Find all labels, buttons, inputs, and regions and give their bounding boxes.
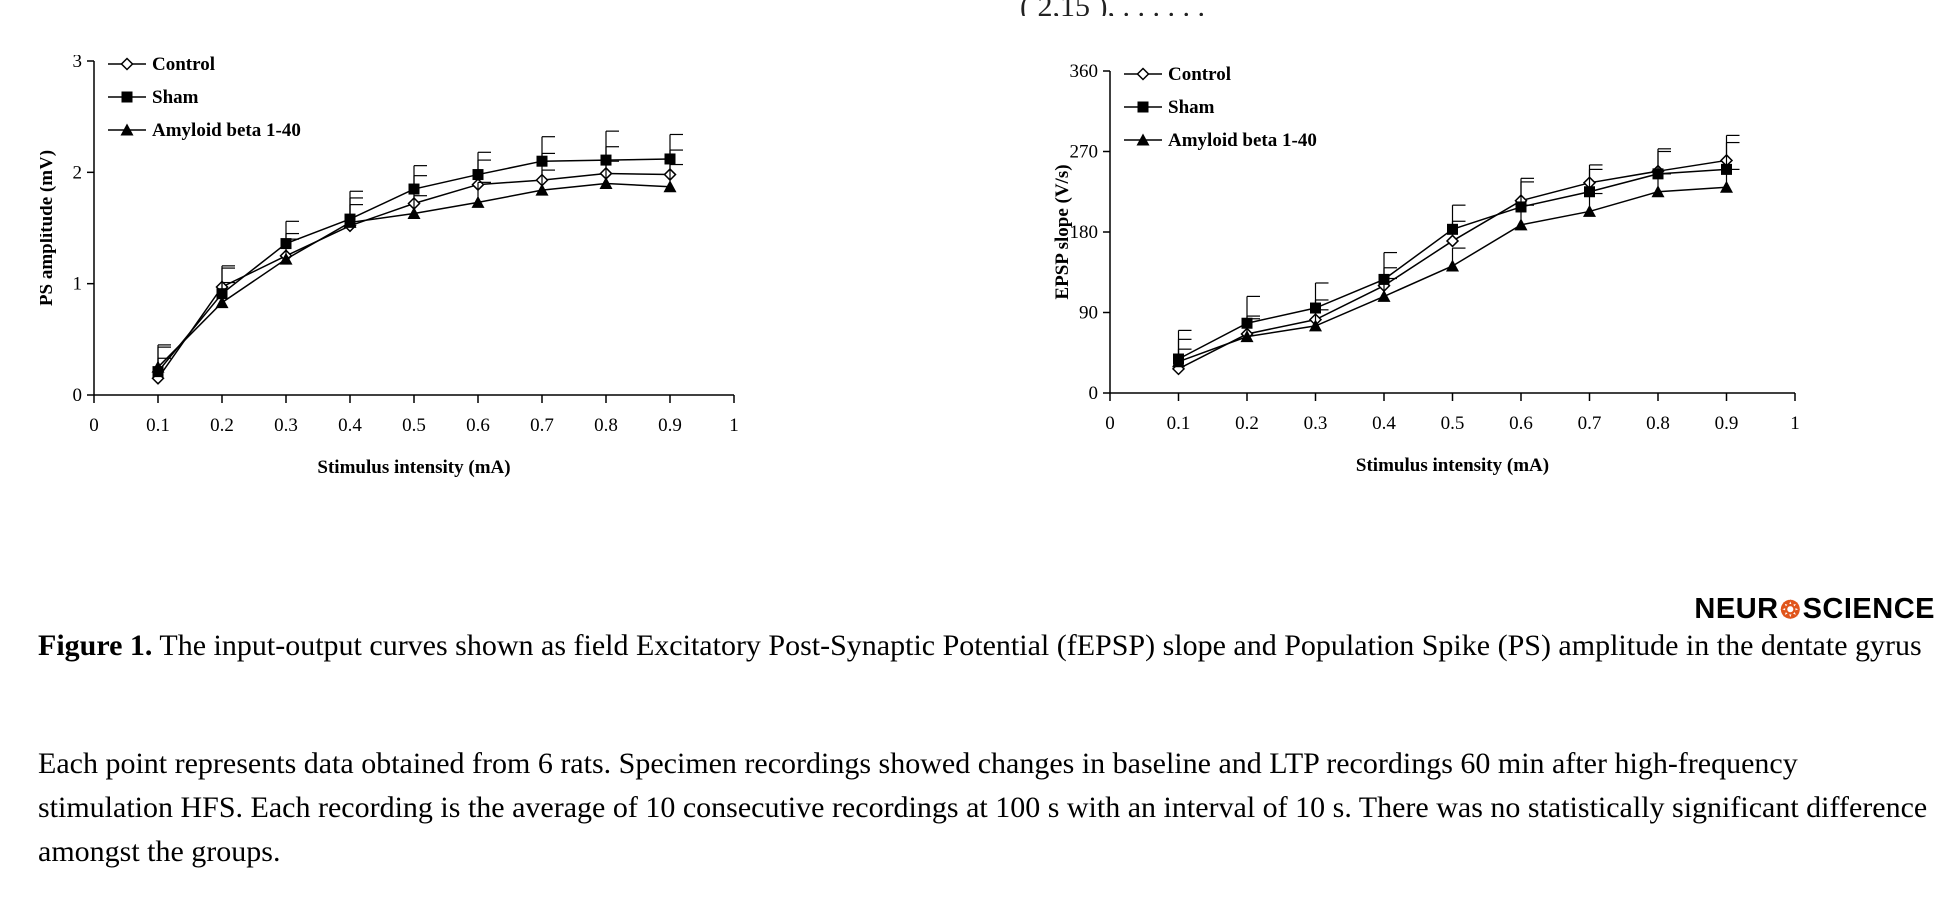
epsp-x-tick-label-3: 0.3 xyxy=(1304,413,1328,434)
ps-x-tick-label-4: 0.4 xyxy=(338,415,362,436)
epsp-legend-label-0: Control xyxy=(1168,64,1231,85)
ps-series-1-point-5 xyxy=(472,169,484,181)
epsp-legend-marker-2 xyxy=(1136,133,1150,146)
logo-text-left: NEUR xyxy=(1694,593,1779,625)
epsp-x-axis-label: Stimulus intensity (mA) xyxy=(1356,455,1549,476)
epsp-x-tick-label-5: 0.5 xyxy=(1441,413,1465,434)
ps-x-tick-label-3: 0.3 xyxy=(274,415,298,436)
epsp-x-tick-label-8: 0.8 xyxy=(1646,413,1670,434)
epsp-slope-chart-svg: 0 90 180 270 360 0 0.1 0.2 0.3 0.4 0.5 0.6 0.7 0.8 0.9… xyxy=(1052,61,1800,476)
epsp-y-tick-label-0: 0 xyxy=(1089,383,1099,404)
ps-legend-label-0: Control xyxy=(152,55,215,75)
epsp-series-1-point-6 xyxy=(1584,186,1595,198)
epsp-x-tick-label-6: 0.6 xyxy=(1509,413,1533,434)
ps-x-tick-label-9: 0.9 xyxy=(658,415,682,436)
epsp-series-0-point-4 xyxy=(1445,234,1460,248)
figure-caption-text: The input-output curves shown as field E… xyxy=(159,629,1922,662)
neuroscience-logo: NEUR❂SCIENCE xyxy=(1675,592,1935,626)
epsp-series-2-point-6 xyxy=(1583,204,1596,217)
ps-y-tick-label-0: 0 xyxy=(73,385,83,406)
ps-legend-marker-2 xyxy=(120,123,134,136)
ps-x-tick-label-7: 0.7 xyxy=(530,415,554,436)
ps-y-tick-label-2: 2 xyxy=(73,162,83,183)
epsp-series-2-point-0 xyxy=(1172,355,1185,368)
epsp-x-tick-label-10: 1 xyxy=(1790,413,1800,434)
epsp-series-2-point-5 xyxy=(1514,218,1528,231)
epsp-x-tick-label-1: 0.1 xyxy=(1167,413,1191,434)
ps-x-tick-label-1: 0.1 xyxy=(146,415,170,436)
ps-x-tick-label-2: 0.2 xyxy=(210,415,234,436)
logo-mark-icon: ❂ xyxy=(1780,597,1801,624)
epsp-legend-marker-0 xyxy=(1136,67,1150,81)
ps-x-tick-label-6: 0.6 xyxy=(466,415,490,436)
ps-series-2-point-0 xyxy=(151,360,165,373)
ps-legend-label-2: Amyloid beta 1-40 xyxy=(152,120,301,141)
ps-x-tick-label-5: 0.5 xyxy=(402,415,426,436)
ps-series-2-point-5 xyxy=(471,195,485,208)
epsp-series-2-point-8 xyxy=(1720,180,1733,193)
epsp-x-tick-label-9: 0.9 xyxy=(1715,413,1739,434)
ps-x-axis-label: Stimulus intensity (mA) xyxy=(317,457,510,478)
epsp-series-2-point-3 xyxy=(1377,289,1391,302)
ps-y-axis-label: PS amplitude (mV) xyxy=(40,150,57,306)
ps-legend-label-1: Sham xyxy=(152,87,199,108)
epsp-x-tick-label-0: 0 xyxy=(1105,413,1115,434)
ps-series-1-point-4 xyxy=(408,183,420,195)
ps-series-1-point-7 xyxy=(600,154,612,166)
epsp-series-1-point-4 xyxy=(1447,223,1458,235)
epsp-y-tick-label-4: 360 xyxy=(1070,61,1099,82)
epsp-y-axis-label: EPSP slope (V/s) xyxy=(1052,164,1073,299)
epsp-series-2-point-7 xyxy=(1651,185,1665,198)
epsp-series-2-point-4 xyxy=(1446,259,1459,272)
body-paragraph: Each point represents data obtained from… xyxy=(38,747,1928,868)
ps-legend-marker-0 xyxy=(120,57,134,71)
ps-series-2-point-6 xyxy=(535,183,549,196)
ps-y-tick-label-1: 1 xyxy=(73,274,83,295)
ps-series-1-point-8 xyxy=(664,153,676,165)
epsp-y-tick-label-1: 90 xyxy=(1079,303,1098,324)
epsp-y-tick-label-2: 180 xyxy=(1070,222,1099,243)
ps-series-1-point-6 xyxy=(536,155,548,167)
epsp-x-tick-label-4: 0.4 xyxy=(1372,413,1396,434)
ps-series-2-point-2 xyxy=(279,252,293,265)
ps-x-tick-label-8: 0.8 xyxy=(594,415,618,436)
epsp-legend-label-1: Sham xyxy=(1168,97,1215,118)
ps-amplitude-chart-svg: 0 1 2 3 0 0.1 0.2 0.3 0.4 0.5 0.6 0.7 0.8 0.9 1 Stimulu… xyxy=(40,55,739,478)
ps-series-2-point-7 xyxy=(599,176,613,189)
epsp-series-2-point-2 xyxy=(1309,319,1322,332)
epsp-series-2-point-1 xyxy=(1240,330,1254,343)
ps-x-tick-label-0: 0 xyxy=(89,415,99,436)
header-fragment: ( 2,15 ), . . . . . . xyxy=(1020,0,1950,16)
ps-legend-marker-1 xyxy=(121,91,133,103)
epsp-x-tick-label-2: 0.2 xyxy=(1235,413,1259,434)
epsp-legend-marker-1 xyxy=(1137,101,1149,113)
logo-text-right: SCIENCE xyxy=(1802,593,1935,625)
ps-y-tick-label-3: 3 xyxy=(73,55,83,72)
figure-caption: Figure 1. The input-output curves shown … xyxy=(38,624,1933,668)
epsp-series-1-point-2 xyxy=(1310,302,1321,314)
ps-x-tick-label-10: 1 xyxy=(729,415,739,436)
ps-series-2-point-3 xyxy=(343,215,357,228)
figure-label: Figure 1. xyxy=(38,629,153,662)
ps-series-2-point-8 xyxy=(663,180,677,193)
ps-amplitude-chart: 0 1 2 3 0 0.1 0.2 0.3 0.4 0.5 0.6 0.7 0.8 0.9 1 Stimulu… xyxy=(40,55,940,600)
epsp-legend-label-2: Amyloid beta 1-40 xyxy=(1168,130,1317,151)
ps-series-2-point-4 xyxy=(407,207,421,220)
epsp-slope-chart: 0 90 180 270 360 0 0.1 0.2 0.3 0.4 0.5 0.6 0.7 0.8 0.9… xyxy=(1040,55,1957,600)
epsp-y-tick-label-3: 270 xyxy=(1070,142,1099,163)
epsp-x-tick-label-7: 0.7 xyxy=(1578,413,1602,434)
ps-series-2-point-1 xyxy=(215,296,229,309)
